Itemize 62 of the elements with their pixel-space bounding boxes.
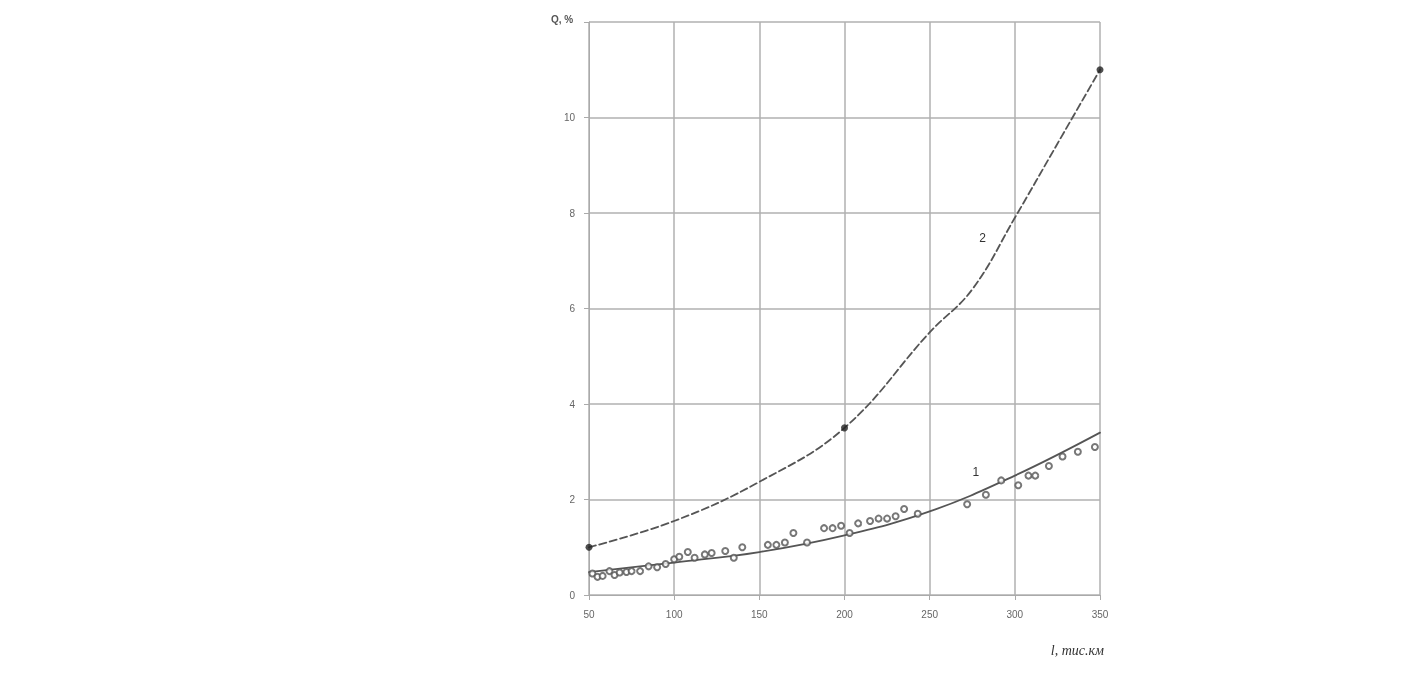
point [820, 524, 829, 533]
point [772, 540, 781, 549]
point [598, 571, 607, 580]
y-tick-label: 2 [569, 494, 576, 505]
point [891, 512, 900, 521]
point [683, 548, 692, 557]
point [874, 514, 883, 523]
x-tick-label: 150 [750, 608, 769, 620]
point [1024, 471, 1033, 480]
point [981, 490, 990, 499]
point [661, 559, 670, 568]
annotation: 2 [979, 230, 987, 245]
point [627, 567, 636, 576]
point [780, 538, 789, 547]
x-tick-label: 200 [836, 608, 854, 620]
point [1031, 471, 1040, 480]
x-tick-label: 250 [921, 608, 939, 620]
point [675, 552, 684, 561]
point [729, 553, 738, 562]
point [1058, 452, 1067, 461]
point [997, 476, 1006, 485]
x-tick-label: 100 [665, 608, 683, 620]
point [803, 538, 812, 547]
x-axis-title: l, тис.км [1050, 642, 1105, 658]
point [866, 516, 875, 525]
point [1090, 442, 1099, 451]
point [837, 521, 846, 530]
point [605, 567, 614, 576]
point [636, 567, 645, 576]
y-tick-label: 0 [569, 589, 576, 601]
point [883, 514, 892, 523]
point [585, 543, 593, 551]
point [763, 540, 772, 549]
point [644, 562, 653, 571]
point [700, 550, 709, 559]
point [854, 519, 863, 528]
x-tick-label: 350 [1091, 608, 1109, 620]
y-tick-label: 4 [569, 398, 576, 410]
point [900, 505, 909, 514]
point [828, 524, 837, 533]
y-tick-label: 6 [569, 303, 576, 314]
point [707, 548, 716, 557]
point [653, 563, 662, 572]
point [1073, 447, 1082, 456]
y-tick-label: 10 [563, 112, 576, 123]
point [690, 553, 699, 562]
point [615, 568, 624, 577]
annotation: 1 [972, 464, 980, 479]
point [1044, 462, 1053, 471]
point [721, 547, 730, 556]
point [913, 509, 922, 518]
point [841, 424, 848, 432]
point [1014, 481, 1023, 490]
point [738, 543, 747, 552]
point [963, 500, 972, 509]
point [789, 528, 798, 537]
y-axis-title: Q, % [551, 13, 574, 25]
y-tick-label: 8 [569, 207, 576, 219]
point [1096, 66, 1104, 74]
point [845, 528, 854, 537]
x-tick-label: 50 [583, 608, 595, 620]
x-tick-label: 300 [1006, 608, 1024, 620]
